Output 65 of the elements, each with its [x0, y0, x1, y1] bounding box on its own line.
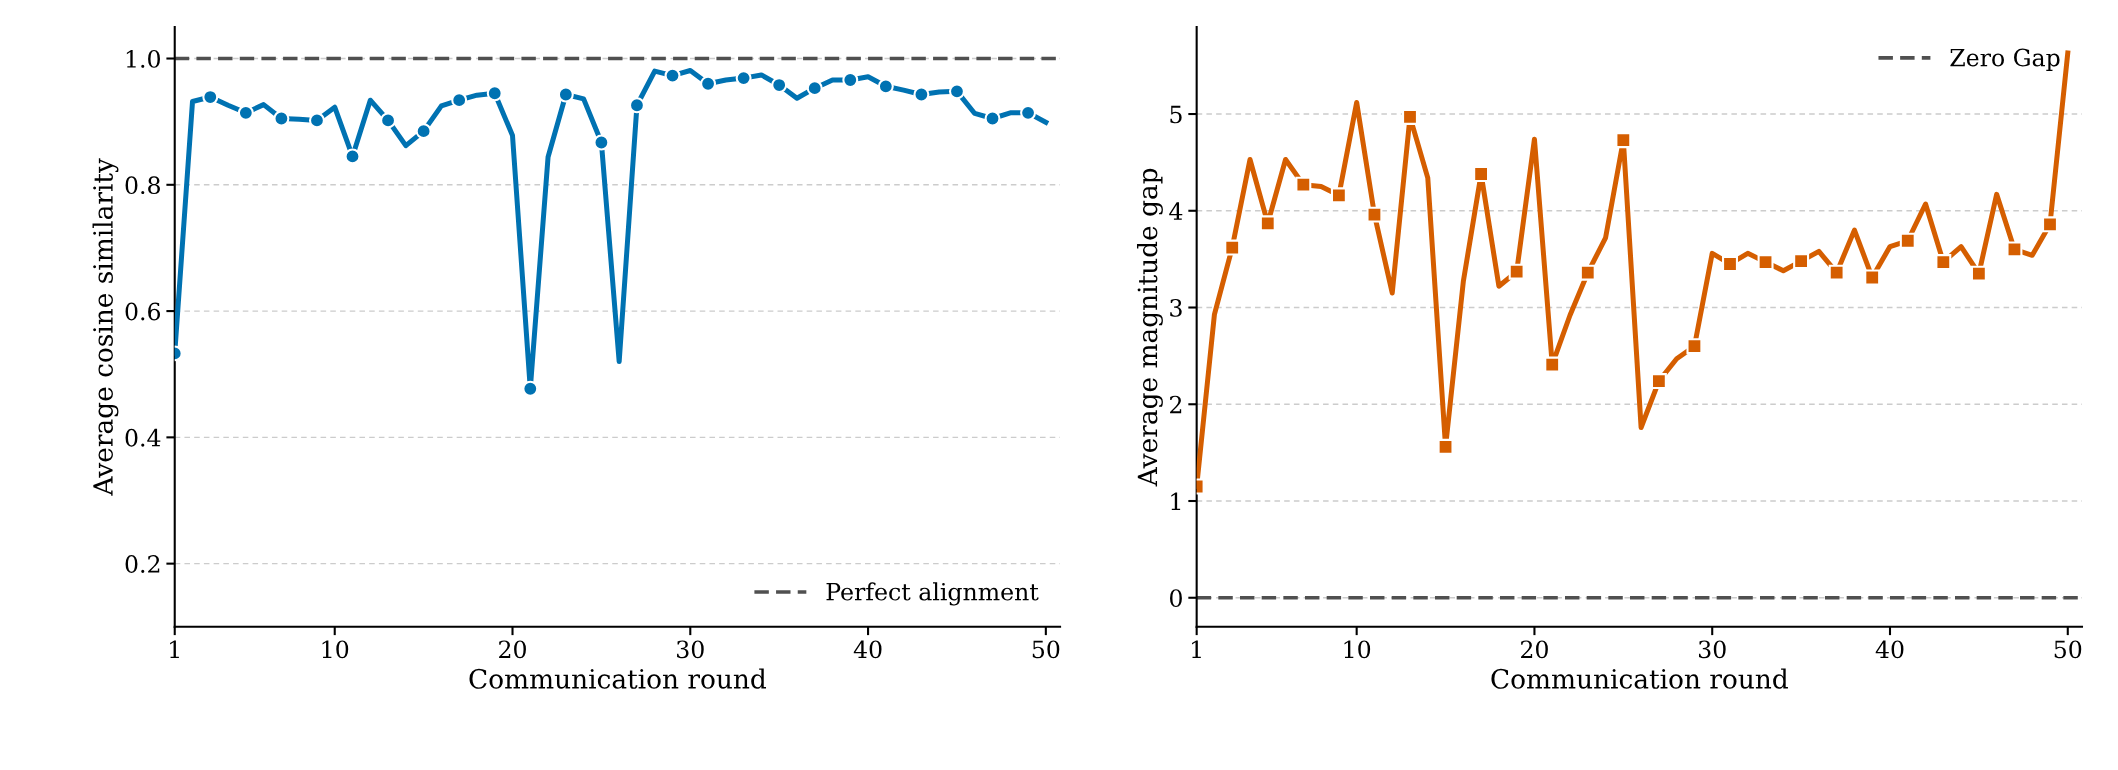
- point: [1722, 255, 1738, 272]
- x-tick-label: 40: [1875, 640, 1904, 659]
- x-axis-title: Communication round: [469, 668, 767, 689]
- x-tick-label: 20: [499, 640, 526, 659]
- x-tick-label: 1: [170, 640, 179, 658]
- point: [2042, 216, 2058, 233]
- point: [1579, 264, 1596, 281]
- point: [593, 134, 610, 151]
- point: [771, 77, 788, 94]
- point: [1828, 264, 1845, 281]
- point: [1508, 263, 1525, 280]
- point: [1295, 176, 1312, 193]
- point: [1864, 269, 1881, 286]
- y-axis-title: Average cosine similarity: [92, 158, 119, 496]
- point: [1615, 132, 1632, 149]
- x-axis-title: Communication round: [1491, 668, 1788, 689]
- legend-label: Zero Gap: [1950, 48, 2060, 72]
- y-axis-title: Average magnitude gap: [1136, 168, 1163, 487]
- point: [1224, 239, 1241, 256]
- point: [1330, 187, 1347, 204]
- y-tick-label: 2: [1170, 395, 1182, 414]
- point: [984, 110, 1001, 127]
- point: [2006, 241, 2023, 258]
- x-tick-label: 1: [1192, 640, 1201, 658]
- y-tick-label: 0.4: [125, 428, 161, 447]
- point: [948, 83, 965, 100]
- point: [1970, 265, 1987, 282]
- point: [1544, 356, 1561, 373]
- point: [415, 123, 432, 140]
- y-tick-label: 4: [1169, 202, 1183, 220]
- x-tick-label: 30: [677, 640, 704, 659]
- point: [1259, 215, 1276, 232]
- x-tick-label: 10: [1344, 640, 1371, 659]
- y-tick-label: 3: [1170, 298, 1182, 317]
- legend-label: Perfect alignment: [826, 582, 1039, 606]
- point: [273, 110, 290, 127]
- x-tick-label: 10: [322, 640, 349, 659]
- point: [700, 75, 717, 92]
- x-tick-label: 50: [1032, 640, 1060, 659]
- point: [1686, 338, 1703, 355]
- y-tick-label: 5: [1170, 105, 1182, 124]
- point: [1366, 206, 1383, 223]
- y-tick-label: 1: [1171, 492, 1181, 510]
- y-tick-label: 0.6: [125, 302, 161, 321]
- x-tick-label: 20: [1521, 640, 1548, 659]
- point: [1757, 254, 1774, 271]
- point: [308, 112, 325, 129]
- point: [380, 112, 397, 129]
- x-tick-label: 50: [2054, 640, 2082, 659]
- point: [486, 85, 503, 102]
- point: [877, 78, 894, 95]
- x-tick-label: 40: [853, 640, 882, 659]
- x-tick-label: 30: [1699, 640, 1726, 659]
- point: [1437, 438, 1454, 455]
- point: [842, 72, 859, 88]
- point: [522, 380, 539, 397]
- point: [664, 67, 681, 84]
- y-tick-label: 1.0: [126, 49, 160, 68]
- y-tick-label: 0: [1170, 589, 1182, 608]
- point: [344, 148, 361, 165]
- y-tick-label: 0.2: [125, 555, 160, 573]
- y-tick-label: 0.8: [125, 176, 160, 195]
- point: [1793, 253, 1810, 270]
- point: [1899, 232, 1916, 249]
- point: [913, 86, 930, 103]
